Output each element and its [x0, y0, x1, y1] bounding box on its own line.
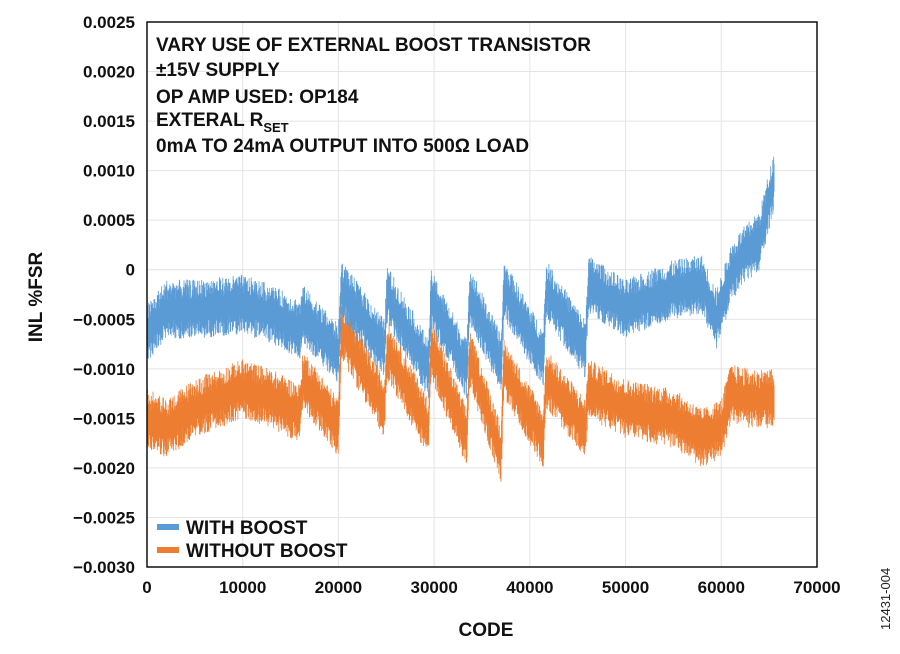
x-axis-title: CODE — [459, 620, 514, 641]
y-tick-label: −0.0015 — [73, 409, 135, 428]
y-tick-label: −0.0010 — [73, 360, 135, 379]
annotation-rset-subscript: SET — [263, 120, 288, 135]
figure-id: 12431-004 — [878, 568, 893, 630]
y-tick-label: 0.0010 — [83, 162, 135, 181]
y-tick-label: 0.0005 — [83, 211, 135, 230]
legend: WITH BOOST WITHOUT BOOST — [157, 518, 348, 562]
annotation-block: VARY USE OF EXTERNAL BOOST TRANSISTOR ±1… — [156, 35, 591, 157]
annotation-line-5: 0mA TO 24mA OUTPUT INTO 500Ω LOAD — [156, 136, 529, 157]
x-tick-label: 30000 — [411, 578, 458, 597]
y-tick-label: −0.0025 — [73, 508, 135, 527]
y-tick-label: −0.0030 — [73, 558, 135, 577]
x-tick-label: 50000 — [602, 578, 649, 597]
x-tick-label: 60000 — [698, 578, 745, 597]
legend-swatch-with-boost — [157, 524, 179, 530]
y-tick-label: −0.0020 — [73, 459, 135, 478]
legend-swatch-without-boost — [157, 547, 179, 553]
x-tick-label: 10000 — [219, 578, 266, 597]
annotation-line-3: OP AMP USED: OP184 — [156, 87, 359, 108]
annotation-rset-main: EXTERAL R — [156, 110, 264, 131]
annotation-line-1: VARY USE OF EXTERNAL BOOST TRANSISTOR — [156, 35, 591, 56]
x-tick-label: 0 — [142, 578, 151, 597]
legend-label-without-boost: WITHOUT BOOST — [186, 541, 348, 562]
series-line — [146, 156, 775, 399]
x-tick-label: 40000 — [506, 578, 553, 597]
y-tick-label: 0.0025 — [83, 13, 135, 32]
plot-area-frame — [146, 21, 818, 568]
y-tick-labels: 0.0025 0.0020 0.0015 0.0010 0.0005 0 −0.0005 −0… — [73, 13, 135, 577]
x-tick-labels: 0 10000 20000 30000 40000 50000 60000 70000 — [142, 578, 840, 597]
annotation-line-4: EXTERAL RSET — [156, 110, 289, 135]
y-tick-label: −0.0005 — [73, 310, 135, 329]
y-tick-label: 0 — [126, 261, 135, 280]
y-tick-label: 0.0020 — [83, 63, 135, 82]
legend-label-with-boost: WITH BOOST — [186, 518, 308, 539]
series-with-boost — [146, 156, 775, 399]
x-tick-label: 70000 — [793, 578, 840, 597]
annotation-line-2: ±15V SUPPLY — [156, 60, 280, 81]
x-tick-label: 20000 — [315, 578, 362, 597]
y-tick-label: 0.0015 — [83, 112, 135, 131]
y-axis-title: INL %FSR — [26, 252, 47, 343]
